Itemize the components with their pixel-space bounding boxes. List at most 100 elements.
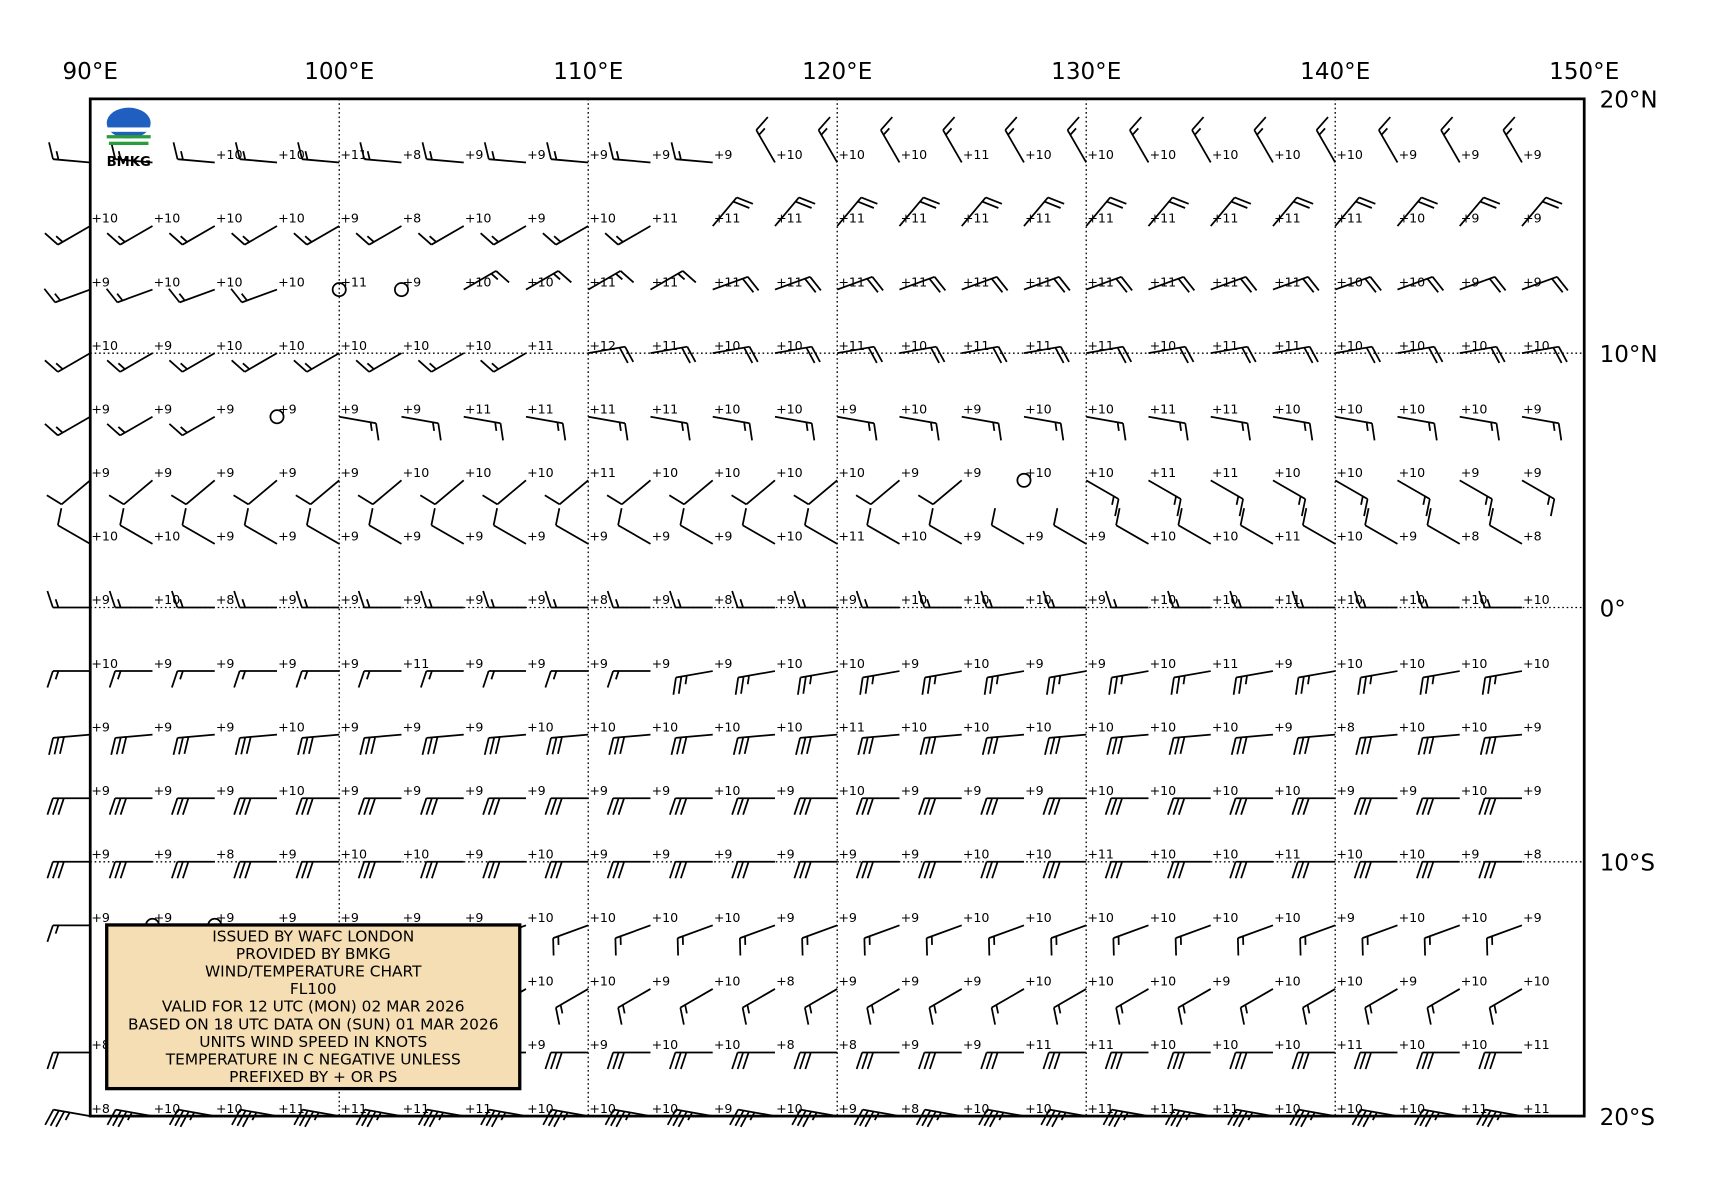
temperature-label: +9 [901, 465, 920, 480]
temperature-label: +10 [278, 274, 305, 289]
x-tick-label: 90°E [63, 59, 118, 85]
wind-barb [1104, 860, 1149, 879]
temperature-label: +9 [652, 592, 671, 607]
wind-barb [836, 196, 878, 227]
wind-barb [1334, 479, 1369, 517]
wind-barb [295, 797, 340, 815]
temperature-label: +10 [1461, 656, 1488, 671]
temperature-label: +9 [278, 656, 297, 671]
wind-barb [793, 1051, 838, 1070]
temperature-label: +11 [776, 274, 803, 289]
temperature-label: +9 [1523, 910, 1542, 925]
temperature-label: +8 [403, 147, 422, 162]
temperature-label: +9 [1523, 401, 1542, 416]
wind-barb [855, 860, 900, 879]
y-tick-label: 10°S [1600, 851, 1655, 877]
wind-barb [606, 860, 651, 879]
logo: BMKG [107, 107, 151, 170]
wind-barb [106, 225, 153, 246]
temperature-label: +9 [340, 656, 359, 671]
temperature-label: +11 [1025, 211, 1052, 226]
wind-barb [676, 924, 714, 956]
wind-barb [880, 116, 901, 163]
temperature-label: +10 [216, 211, 243, 226]
wind-barb [1302, 508, 1336, 545]
wind-barb [855, 479, 901, 506]
temperature-label: +9 [901, 783, 920, 798]
temperature-label: +8 [838, 1037, 857, 1052]
temperature-label: +9 [91, 465, 110, 480]
wind-barb [1167, 1051, 1211, 1070]
temperature-label: +10 [278, 719, 305, 734]
wind-barb [1042, 797, 1087, 815]
wind-barb [1050, 924, 1087, 956]
wind-barb [46, 479, 91, 506]
wind-barb [1023, 196, 1065, 227]
wind-barb [1170, 670, 1211, 695]
wind-barb [983, 670, 1025, 695]
temperature-label: +9 [278, 910, 297, 925]
temperature-label: +10 [91, 656, 118, 671]
wind-barb [588, 415, 629, 441]
temperature-label: +10 [1212, 846, 1239, 861]
wind-barb [731, 860, 775, 879]
wind-barb [837, 345, 884, 364]
wind-barb [795, 733, 838, 755]
temperature-label: +11 [1150, 211, 1177, 226]
temperature-label: +9 [465, 910, 484, 925]
wind-barb [650, 270, 697, 291]
wind-barb [942, 116, 963, 163]
wind-barb [168, 288, 216, 304]
wind-barb [1302, 988, 1336, 1025]
temperature-label: +9 [91, 274, 110, 289]
temperature-label: +9 [340, 465, 359, 480]
temperature-label: +10 [1025, 1101, 1052, 1116]
temperature-label: +11 [1336, 1037, 1363, 1052]
temperature-label: +9 [901, 974, 920, 989]
temperature-label: +9 [838, 846, 857, 861]
temperature-label: +10 [1150, 974, 1177, 989]
wind-barb [1210, 196, 1252, 227]
wind-barb [1239, 988, 1274, 1025]
temperature-label: +11 [340, 274, 367, 289]
temperature-label: +8 [216, 846, 235, 861]
wind-barb [1004, 116, 1025, 163]
wind-barb [1488, 508, 1523, 545]
temperature-label: +9 [838, 401, 857, 416]
wind-barb [355, 352, 402, 373]
temperature-label: +10 [652, 465, 679, 480]
wind-barb [866, 508, 900, 545]
wind-barb [544, 860, 589, 879]
wind-barb [1335, 345, 1382, 364]
wind-barb [917, 479, 963, 506]
wind-barb [359, 733, 402, 755]
temperature-label: +10 [1087, 783, 1114, 798]
x-tick-label: 140°E [1300, 59, 1370, 85]
wind-barb [1053, 508, 1087, 545]
temperature-label: +11 [1523, 1037, 1550, 1052]
wind-barb [588, 345, 635, 364]
temperature-label: +10 [216, 338, 243, 353]
legend-line: BASED ON 18 UTC DATA ON (SUN) 01 MAR 202… [128, 1015, 499, 1033]
wind-barb [918, 1051, 962, 1070]
temperature-label: +10 [963, 910, 990, 925]
wind-barb [555, 988, 589, 1025]
wind-barb [172, 142, 215, 164]
temperature-label: +11 [589, 465, 616, 480]
wind-barb [836, 275, 884, 293]
temperature-label: +10 [527, 1101, 554, 1116]
temperature-label: +10 [1336, 147, 1363, 162]
wind-barb [555, 508, 589, 545]
temperature-label: +11 [652, 211, 679, 226]
temperature-label: +10 [963, 656, 990, 671]
temperature-label: +9 [278, 401, 297, 416]
temperature-label: +10 [1274, 147, 1301, 162]
wind-barb [1353, 797, 1398, 815]
temperature-label: +11 [1150, 274, 1177, 289]
legend-line: PREFIXED BY + OR PS [229, 1068, 397, 1086]
temperature-label: +9 [963, 974, 982, 989]
wind-barb [1042, 590, 1087, 609]
temperature-label: +10 [901, 529, 928, 544]
temperature-label: +10 [1274, 401, 1301, 416]
